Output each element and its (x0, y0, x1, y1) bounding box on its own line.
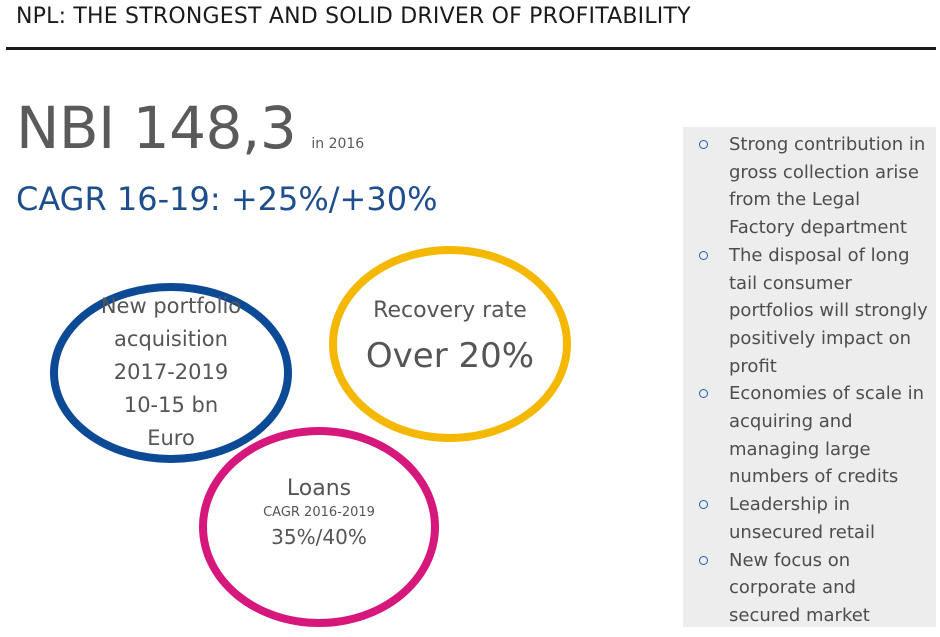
loans-sub: CAGR 2016-2019 (263, 505, 375, 520)
recovery-ring (329, 246, 571, 442)
bullet-text: The disposal of long tail consumer portf… (729, 244, 928, 377)
portfolio-line: New portfolio (100, 294, 242, 318)
bullet-text: Strong contribution in gross collection … (729, 134, 926, 239)
circle-bullet-icon (699, 389, 708, 399)
bullet-item: Strong contribution in gross collection … (683, 131, 936, 242)
circle-bullet-icon (699, 250, 708, 260)
recovery-value: Over 20% (365, 336, 535, 376)
bullet-item: Economies of scale in acquiring and mana… (683, 380, 936, 491)
portfolio-line: 10-15 bn (123, 393, 219, 417)
recovery-text: Recovery rate Over 20% (340, 296, 560, 380)
portfolio-line: Euro (147, 426, 195, 450)
bullet-text: Economies of scale in acquiring and mana… (729, 383, 924, 488)
nbi-year: in 2016 (311, 136, 365, 152)
title-divider (6, 47, 936, 50)
portfolio-line: acquisition (114, 327, 228, 351)
portfolio-line: 2017-2019 (113, 360, 229, 384)
nbi-headline: NBI 148,3 in 2016 (16, 94, 364, 162)
loans-value: 35%/40% (271, 525, 367, 549)
bullet-panel: Strong contribution in gross collection … (683, 127, 936, 627)
bullet-list: Strong contribution in gross collection … (683, 127, 936, 630)
slide-title: NPL: THE STRONGEST AND SOLID DRIVER OF P… (16, 4, 691, 29)
portfolio-ring (50, 283, 292, 463)
nbi-value: NBI 148,3 (16, 94, 297, 162)
portfolio-text: New portfolio acquisition 2017-2019 10-1… (60, 290, 282, 455)
loans-text: Loans CAGR 2016-2019 35%/40% (209, 474, 429, 552)
loans-label: Loans (286, 476, 352, 501)
circle-bullet-icon (699, 140, 708, 149)
loans-ring (199, 427, 439, 627)
bullet-text: New focus on corporate and secured marke… (729, 549, 870, 626)
bullet-item: New focus on corporate and secured marke… (683, 547, 936, 630)
circle-bullet-icon (699, 500, 708, 510)
recovery-label: Recovery rate (373, 298, 527, 323)
bullet-item: Leadership in unsecured retail (683, 491, 936, 546)
bullet-text: Leadership in unsecured retail (729, 494, 875, 543)
cagr-headline: CAGR 16-19: +25%/+30% (16, 180, 438, 218)
circle-bullet-icon (699, 555, 708, 565)
bullet-item: The disposal of long tail consumer portf… (683, 242, 936, 381)
